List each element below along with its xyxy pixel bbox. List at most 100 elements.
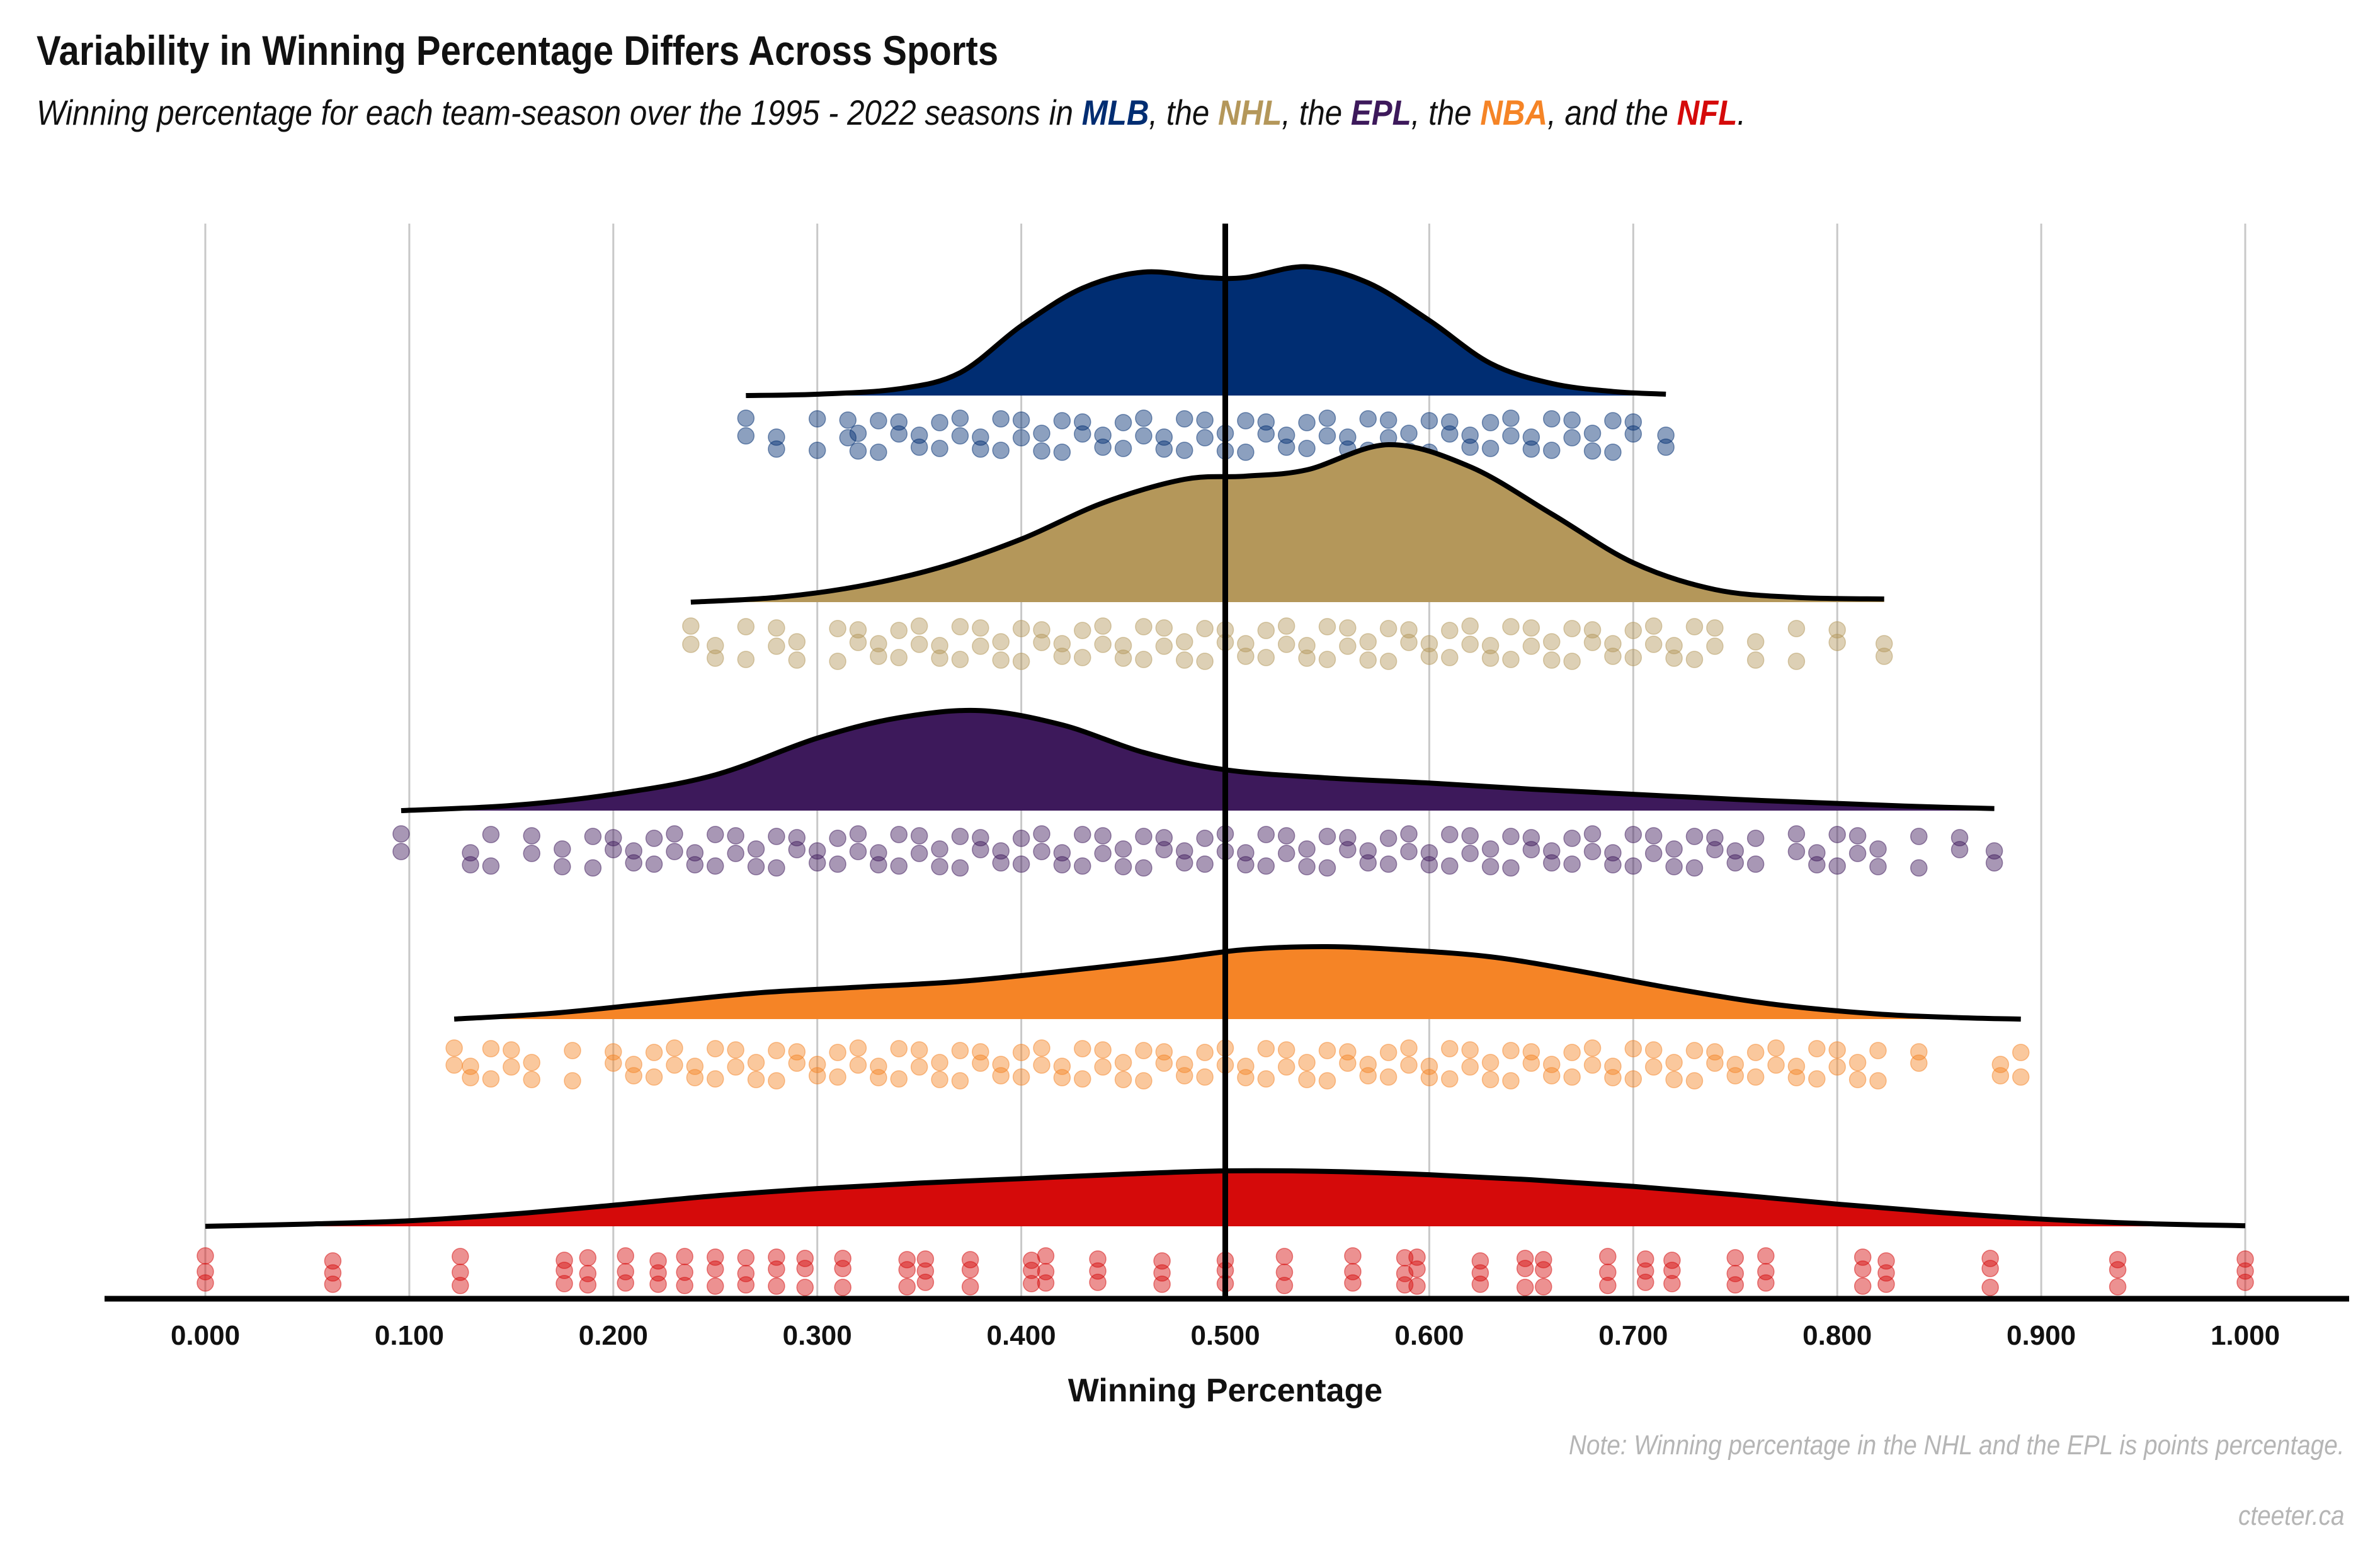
data-point-epl	[625, 842, 642, 860]
data-point-nhl	[1379, 653, 1398, 670]
data-point-nba	[1644, 1058, 1663, 1076]
data-point-mlb	[1359, 410, 1377, 428]
data-point-nhl	[1746, 651, 1765, 669]
data-point-mlb	[1542, 442, 1561, 459]
data-point-nfl	[1471, 1275, 1489, 1293]
data-point-epl	[1359, 854, 1377, 872]
data-point-nhl	[682, 617, 700, 635]
data-point-epl	[1237, 844, 1255, 862]
data-point-nfl	[898, 1251, 916, 1268]
data-point-epl	[1135, 828, 1153, 845]
data-point-nba	[1848, 1071, 1867, 1088]
data-point-epl	[1950, 841, 1969, 858]
data-point-epl	[1094, 845, 1112, 862]
data-point-nba	[1033, 1056, 1051, 1074]
data-point-epl	[829, 829, 846, 847]
data-point-nba	[1563, 1044, 1581, 1061]
data-point-nhl	[931, 637, 948, 654]
data-point-nfl	[834, 1260, 851, 1277]
source-credit: cteeter.ca	[2238, 1500, 2345, 1531]
data-point-mlb	[1298, 440, 1316, 457]
data-point-nhl	[1441, 649, 1459, 666]
data-point-epl	[1665, 840, 1683, 858]
data-point-nba	[1685, 1072, 1704, 1090]
data-point-epl	[849, 825, 867, 843]
data-point-epl	[686, 844, 704, 862]
data-point-nba	[890, 1070, 908, 1088]
data-point-nhl	[1461, 617, 1479, 635]
tick-label: 0.900	[2007, 1320, 2076, 1351]
data-point-nhl	[1135, 651, 1153, 668]
data-point-nba	[1339, 1054, 1357, 1072]
data-point-nba	[1400, 1056, 1418, 1074]
data-point-epl	[1012, 829, 1030, 847]
data-point-mlb	[1114, 414, 1132, 431]
data-point-nba	[666, 1039, 683, 1057]
data-point-nba	[1094, 1041, 1112, 1059]
data-point-mlb	[737, 409, 755, 427]
data-point-nfl	[1981, 1279, 1999, 1296]
data-point-nfl	[768, 1260, 785, 1278]
data-point-epl	[1583, 843, 1602, 860]
subtitle-text: .	[1737, 93, 1746, 132]
data-point-epl	[1481, 858, 1500, 875]
data-point-epl	[1318, 859, 1336, 877]
data-point-nba	[1624, 1070, 1643, 1088]
data-point-nba	[1767, 1039, 1785, 1057]
data-point-mlb	[1318, 409, 1336, 427]
data-point-nfl	[707, 1248, 724, 1266]
data-point-nhl	[849, 634, 867, 651]
data-point-nhl	[737, 651, 755, 668]
data-point-mlb	[1604, 412, 1622, 430]
data-point-nba	[1706, 1054, 1724, 1072]
data-point-mlb	[1420, 412, 1438, 430]
data-point-nba	[625, 1067, 642, 1085]
data-point-epl	[747, 840, 765, 858]
data-point-epl	[1298, 840, 1316, 858]
data-point-nfl	[1726, 1249, 1744, 1267]
data-point-nfl	[1408, 1260, 1426, 1278]
data-point-mlb	[1563, 429, 1581, 447]
data-point-nhl	[1277, 636, 1295, 653]
data-point-epl	[392, 843, 410, 860]
data-point-mlb	[1502, 409, 1520, 427]
data-point-nhl	[1175, 633, 1193, 651]
data-point-nba	[1848, 1054, 1867, 1071]
data-point-nhl	[972, 619, 989, 637]
data-point-nhl	[1583, 621, 1602, 639]
data-point-epl	[1339, 829, 1357, 847]
data-point-nfl	[1275, 1277, 1294, 1294]
data-point-nfl	[1535, 1278, 1552, 1296]
data-point-nba	[1563, 1068, 1581, 1086]
data-point-nfl	[452, 1263, 469, 1281]
data-point-nhl	[1604, 647, 1622, 665]
data-point-epl	[462, 856, 479, 874]
data-point-nba	[910, 1041, 928, 1059]
data-point-epl	[910, 845, 928, 862]
data-point-mlb	[951, 427, 969, 445]
data-point-mlb	[1033, 425, 1051, 442]
data-point-mlb	[910, 426, 928, 444]
data-point-epl	[1074, 826, 1091, 843]
tick-label: 0.200	[579, 1320, 648, 1351]
data-point-nhl	[1441, 622, 1459, 639]
data-point-epl	[1461, 827, 1479, 845]
tick-label: 0.700	[1598, 1320, 1668, 1351]
data-point-nfl	[1153, 1275, 1171, 1293]
data-point-mlb	[1441, 425, 1459, 443]
data-point-epl	[768, 859, 785, 877]
data-point-mlb	[1155, 428, 1173, 446]
data-point-nfl	[1275, 1248, 1294, 1265]
data-point-epl	[1359, 842, 1377, 860]
data-point-nba	[1420, 1069, 1438, 1086]
data-point-nhl	[1053, 635, 1071, 653]
data-point-nfl	[1853, 1248, 1872, 1266]
data-point-nba	[1441, 1040, 1459, 1057]
data-point-epl	[931, 858, 948, 875]
data-point-nhl	[1257, 649, 1275, 666]
data-point-epl	[1706, 829, 1724, 847]
data-point-mlb	[808, 442, 826, 459]
data-point-nba	[1461, 1058, 1479, 1076]
data-point-mlb	[768, 440, 785, 458]
data-point-epl	[707, 857, 724, 875]
